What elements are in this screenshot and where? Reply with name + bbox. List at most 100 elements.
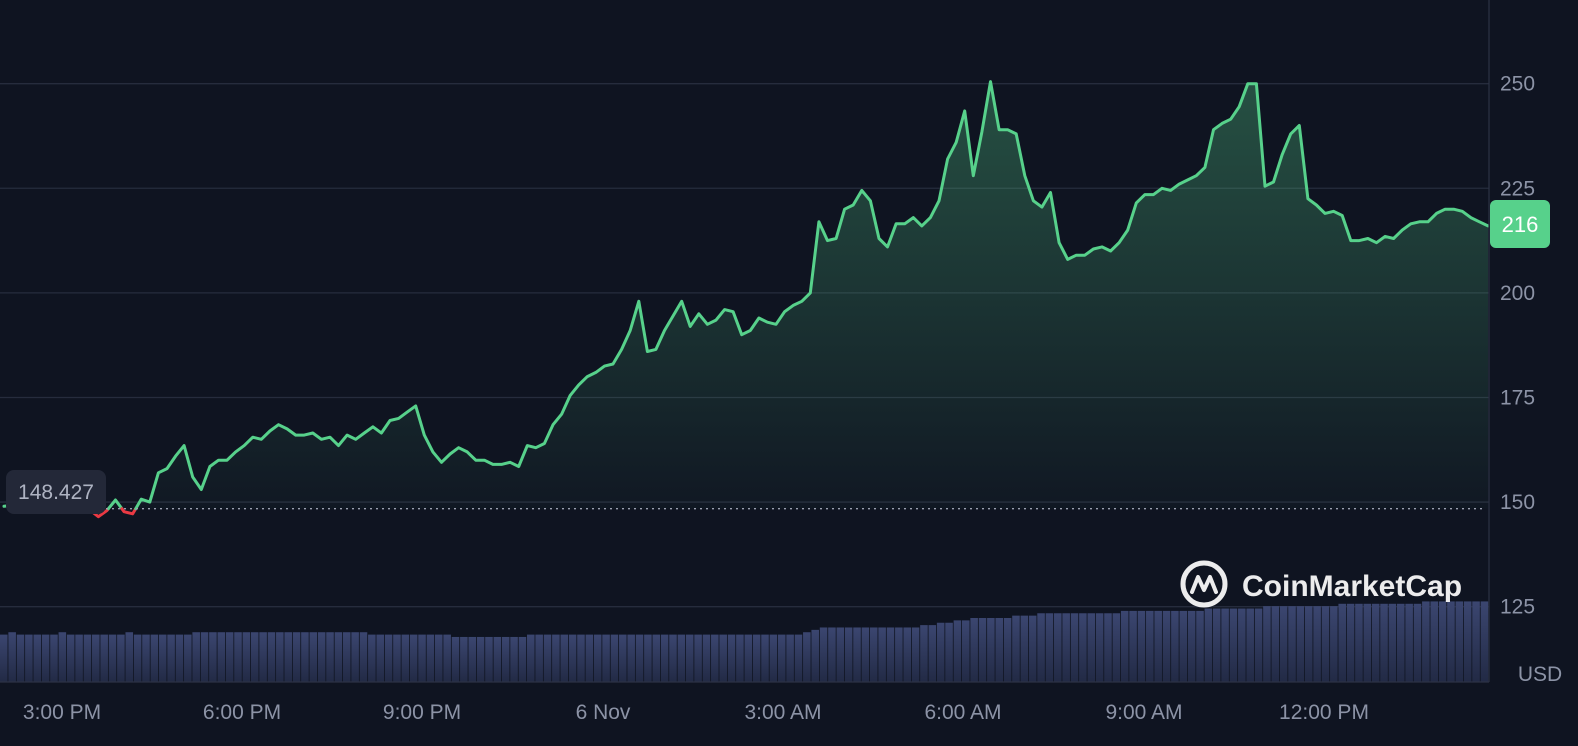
y-tick-label: 225 <box>1500 177 1535 200</box>
price-line-up <box>134 80 1490 511</box>
volume-bar <box>819 627 828 682</box>
y-tick-label: 125 <box>1500 596 1535 619</box>
volume-bar <box>142 634 150 682</box>
volume-bar <box>393 634 401 682</box>
volume-bar <box>1422 601 1430 682</box>
volume-bar <box>1279 606 1288 682</box>
volume-bar <box>125 632 134 682</box>
volume-bar <box>501 636 510 682</box>
volume-bar <box>1463 601 1472 682</box>
volume-bar <box>702 634 711 682</box>
volume-bar <box>585 634 594 682</box>
volume-bar <box>401 634 410 682</box>
volume-bar <box>1263 606 1271 682</box>
volume-bar <box>100 634 108 682</box>
volume-bar <box>694 634 702 682</box>
volume-bar <box>903 627 912 682</box>
volume-bar <box>644 634 652 682</box>
y-axis-ticks: 125 150 175 200 225 250 <box>1500 73 1535 619</box>
volume-bar <box>945 622 953 682</box>
volume-bar <box>1187 610 1196 682</box>
volume-bar <box>1388 603 1397 682</box>
volume-bar <box>1212 608 1221 682</box>
volume-bar <box>936 622 945 682</box>
volume-bar <box>284 632 292 682</box>
volume-bar <box>1112 613 1121 682</box>
volume-bar <box>660 634 669 682</box>
volume-bar <box>1062 613 1070 682</box>
volume-bar <box>108 634 117 682</box>
volume-bar <box>1204 608 1213 682</box>
volume-bar <box>409 634 418 682</box>
volume-bars <box>0 601 1489 682</box>
current-price-badge: 216 <box>1490 200 1550 248</box>
volume-bar <box>368 634 376 682</box>
volume-bar <box>1070 613 1079 682</box>
volume-bar <box>1238 608 1246 682</box>
volume-bar <box>1355 603 1363 682</box>
volume-bar <box>1079 613 1087 682</box>
volume-bar <box>1447 601 1455 682</box>
volume-bar <box>41 634 50 682</box>
volume-bar <box>769 634 778 682</box>
volume-bar <box>1162 610 1171 682</box>
volume-bar <box>836 627 845 682</box>
x-tick-label: 3:00 PM <box>23 701 101 724</box>
volume-bar <box>225 632 234 682</box>
volume-bar <box>920 625 928 682</box>
volume-bar <box>518 636 527 682</box>
x-tick-label: 12:00 PM <box>1279 701 1369 724</box>
volume-bar <box>685 634 694 682</box>
volume-bar <box>1154 610 1162 682</box>
reference-badge: 148.427 <box>6 470 106 514</box>
volume-bar <box>777 634 786 682</box>
volume-bar <box>895 627 903 682</box>
volume-bar <box>1020 615 1029 682</box>
price-area-fill <box>4 81 1488 509</box>
volume-bar <box>786 634 794 682</box>
coinmarketcap-watermark: CoinMarketCap <box>1180 560 1462 608</box>
volume-bar <box>192 632 200 682</box>
volume-bar <box>133 634 142 682</box>
volume-bar <box>560 634 569 682</box>
volume-bar <box>861 627 870 682</box>
volume-bar <box>1246 608 1254 682</box>
volume-bar <box>75 634 83 682</box>
volume-bar <box>351 632 359 682</box>
y-tick-label: 200 <box>1500 282 1535 305</box>
volume-bar <box>460 636 468 682</box>
volume-bar <box>1455 601 1464 682</box>
volume-bar <box>961 620 970 682</box>
x-tick-label: 6 Nov <box>576 701 631 724</box>
volume-bar <box>476 636 485 682</box>
volume-bar <box>267 632 276 682</box>
y-tick-label: 175 <box>1500 386 1535 409</box>
volume-bar <box>1104 613 1112 682</box>
volume-bar <box>627 634 635 682</box>
y-tick-label: 250 <box>1500 73 1535 96</box>
volume-bar <box>1095 613 1104 682</box>
volume-bar <box>535 634 543 682</box>
x-tick-label: 6:00 PM <box>203 701 281 724</box>
volume-bar <box>911 627 920 682</box>
volume-bar <box>309 632 318 682</box>
volume-bar <box>1171 610 1179 682</box>
volume-bar <box>92 634 100 682</box>
volume-bar <box>1413 603 1422 682</box>
volume-bar <box>652 634 661 682</box>
volume-bar <box>1472 601 1480 682</box>
volume-bar <box>978 618 987 682</box>
volume-bar <box>1271 606 1280 682</box>
volume-bar <box>1087 613 1096 682</box>
volume-bar <box>803 632 811 682</box>
volume-bar <box>250 632 259 682</box>
volume-bar <box>342 632 351 682</box>
volume-bar <box>209 632 217 682</box>
volume-bar <box>376 634 384 682</box>
volume-bar <box>869 627 878 682</box>
volume-bar <box>1129 610 1137 682</box>
volume-bar <box>1480 601 1489 682</box>
volume-bar <box>426 634 435 682</box>
volume-bar <box>259 632 267 682</box>
